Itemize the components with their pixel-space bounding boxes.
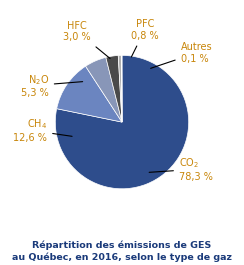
Wedge shape [106, 55, 122, 122]
Text: HFC
3,0 %: HFC 3,0 % [63, 21, 110, 59]
Text: PFC
0,8 %: PFC 0,8 % [131, 19, 159, 57]
Text: CO$_2$
78,3 %: CO$_2$ 78,3 % [149, 157, 213, 182]
Wedge shape [118, 55, 122, 122]
Text: Répartition des émissions de GES
au Québec, en 2016, selon le type de gaz: Répartition des émissions de GES au Québ… [12, 240, 232, 262]
Text: N$_2$O
5,3 %: N$_2$O 5,3 % [21, 73, 83, 98]
Wedge shape [55, 55, 189, 189]
Text: Autres
0,1 %: Autres 0,1 % [151, 42, 212, 68]
Wedge shape [57, 66, 122, 122]
Text: CH$_4$
12,6 %: CH$_4$ 12,6 % [13, 117, 72, 143]
Wedge shape [86, 58, 122, 122]
